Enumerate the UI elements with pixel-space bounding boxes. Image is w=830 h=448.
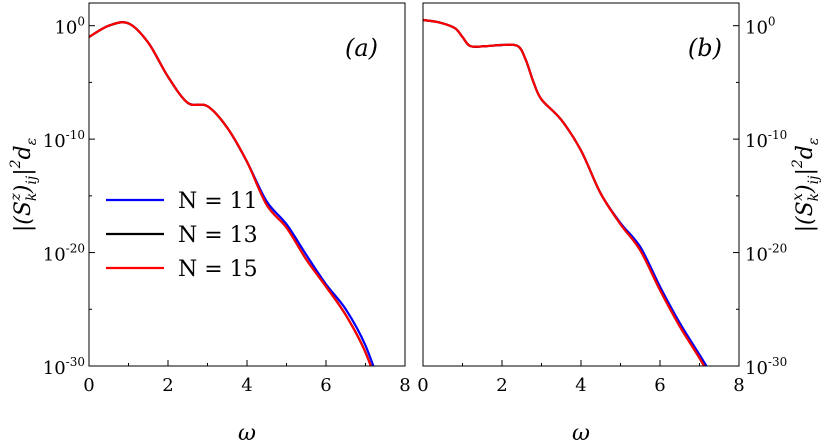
x-tick-label: 8 (733, 375, 744, 396)
y-tick-label: 10-20 (43, 242, 85, 266)
y-tick-base: 10 (43, 131, 66, 152)
panel-b-ylabel-base: |(S (793, 201, 818, 232)
x-tick-label: 8 (399, 375, 410, 396)
y-tick-label: 10-10 (745, 128, 787, 152)
series-line (423, 18, 708, 366)
x-tick-label: 6 (320, 375, 331, 396)
legend: N = 11 N = 13 N = 15 (106, 189, 258, 282)
y-tick-base: 10 (745, 131, 768, 152)
panel-a-label: (a) (345, 34, 378, 62)
x-tick-label: 0 (417, 375, 428, 396)
y-tick-exp: -20 (66, 242, 85, 256)
panel-a-ylabel: |(Skz)ij|2dε (8, 138, 40, 232)
panel-b-ylabel-sub1: k (806, 193, 822, 201)
panel-b-label: (b) (688, 34, 722, 62)
panel-b-xlabel: ω (572, 421, 590, 446)
panel-a-lines (89, 21, 375, 366)
y-tick-base: 10 (745, 358, 768, 379)
legend-label-n13: N = 13 (178, 223, 258, 248)
x-tick-label: 2 (162, 375, 173, 396)
y-tick-label: 100 (745, 15, 776, 39)
x-tick-label: 0 (83, 375, 94, 396)
y-tick-label: 10-30 (745, 355, 787, 379)
panel-b-ylabel-sub2: ij (806, 175, 822, 184)
y-tick-exp: 0 (77, 15, 85, 29)
panel-b-ylabel-sub3: ε (806, 138, 822, 146)
y-tick-label: 10-20 (745, 242, 787, 266)
y-tick-exp: -10 (768, 128, 787, 142)
panel-a-ylabel-sup2: 2 (8, 159, 24, 169)
panel-a-ylabel-base: |(S (11, 201, 36, 232)
legend-label-n11: N = 11 (178, 189, 258, 214)
x-tick-label: 2 (496, 375, 507, 396)
y-tick-base: 10 (745, 18, 768, 39)
y-tick-exp: -30 (768, 355, 787, 369)
panel-b-ylabel-tail: | (793, 168, 818, 175)
panel-b-ylabel-mid: ) (793, 184, 818, 194)
panel-a-ylabel-sub1: k (24, 193, 40, 201)
panel-a-ylabel-sup1: z (8, 193, 24, 202)
y-tick-exp: -20 (768, 242, 787, 256)
x-tick-label: 4 (575, 375, 586, 396)
y-tick-base: 10 (43, 245, 66, 266)
panel-b-ylabel-sup1: x (790, 193, 806, 201)
panel-a-frame (88, 2, 406, 367)
panel-a-ylabel-sub2: ij (24, 175, 40, 184)
y-tick-label: 100 (54, 15, 85, 39)
x-tick-label: 6 (654, 375, 665, 396)
y-tick-base: 10 (43, 358, 66, 379)
legend-label-n15: N = 15 (178, 257, 258, 282)
panel-b-lines (423, 18, 708, 366)
panel-b-ylabel-sup2: 2 (790, 159, 806, 169)
x-tick-label: 4 (241, 375, 252, 396)
panel-a-ylabel-end: d (11, 145, 36, 159)
y-tick-base: 10 (745, 245, 768, 266)
panel-b-frame (422, 2, 740, 367)
series-line (423, 18, 706, 366)
series-line (89, 21, 373, 366)
y-tick-exp: -30 (66, 355, 85, 369)
panel-a-xlabel: ω (238, 421, 256, 446)
panel-a-ylabel-sub3: ε (24, 138, 40, 146)
y-tick-base: 10 (54, 18, 77, 39)
panel-b-ylabel: |(Skx)ij|2dε (790, 138, 822, 233)
y-tick-exp: -10 (66, 128, 85, 142)
panel-b-ylabel-end: d (793, 145, 818, 159)
y-tick-exp: 0 (768, 15, 776, 29)
panel-a-ylabel-tail: | (11, 168, 36, 175)
y-tick-label: 10-10 (43, 128, 85, 152)
y-tick-label: 10-30 (43, 355, 85, 379)
panel-a-ylabel-mid: ) (11, 185, 36, 195)
